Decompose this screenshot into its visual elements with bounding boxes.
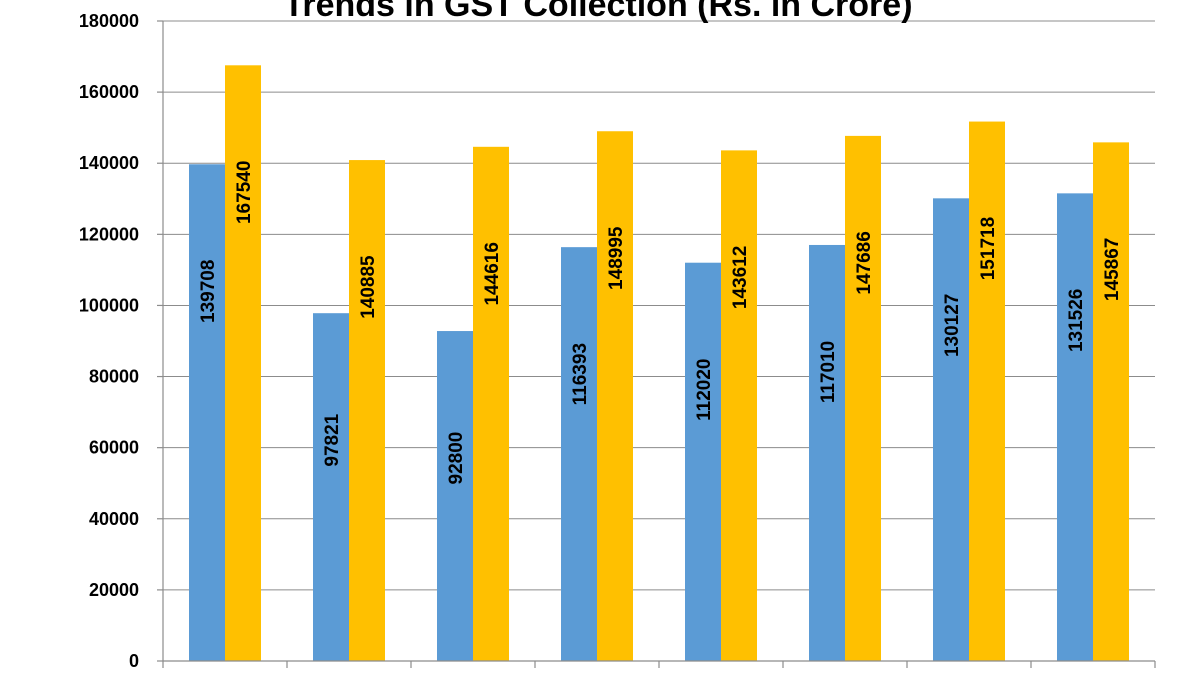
y-tick-label: 80000 — [89, 367, 139, 387]
data-label: 144616 — [482, 242, 503, 305]
bar-series-2 — [969, 121, 1005, 661]
data-label: 117010 — [818, 341, 839, 403]
y-tick-label: 40000 — [89, 509, 139, 529]
bar-series-2 — [597, 131, 633, 662]
data-label: 140885 — [358, 255, 379, 319]
bar-series-2 — [845, 135, 881, 661]
gridlines — [163, 20, 1155, 591]
bar-series-2 — [1093, 142, 1129, 662]
y-tick-label: 100000 — [79, 295, 139, 315]
bar-series-1 — [933, 198, 969, 661]
data-label: 148995 — [606, 226, 627, 290]
bar-series-1 — [809, 244, 845, 661]
bar-series-2 — [721, 150, 757, 661]
bar-series-1 — [561, 247, 597, 662]
bar-series-1 — [189, 164, 225, 661]
data-label: 97821 — [322, 413, 343, 466]
data-label: 116393 — [570, 343, 591, 405]
y-tick-label: 60000 — [89, 438, 139, 458]
y-tick-label: 160000 — [79, 82, 139, 102]
bars — [189, 65, 1129, 662]
y-tick-label: 140000 — [79, 153, 139, 173]
y-tick-label: 20000 — [89, 580, 139, 600]
data-labels: 139708 167540 97821 140885 92800 144616 116393… — [198, 161, 1123, 485]
bar-series-1 — [1057, 193, 1093, 662]
y-tick-label: 180000 — [79, 11, 139, 31]
bar-series-2 — [349, 160, 385, 661]
y-tick-label: 0 — [129, 651, 139, 671]
data-label: 131526 — [1066, 289, 1087, 352]
bar-series-1 — [313, 313, 349, 661]
data-label: 151718 — [978, 217, 999, 280]
data-label: 167540 — [234, 161, 255, 224]
data-label: 92800 — [446, 432, 467, 485]
data-label: 143612 — [730, 246, 751, 309]
data-label: 130127 — [942, 294, 963, 357]
bar-series-1 — [437, 331, 473, 661]
axes: 0 20000 40000 60000 80000 100000 120000 140000 1… — [79, 11, 1156, 671]
chart-title: Trends in GST Collection (Rs. in Crore) — [283, 0, 912, 24]
y-tick-label: 120000 — [79, 224, 139, 244]
bar-series-2 — [225, 65, 261, 661]
data-label: 145867 — [1102, 238, 1123, 301]
data-label: 147686 — [854, 231, 875, 294]
bar-series-2 — [473, 146, 509, 661]
data-label: 112020 — [694, 359, 715, 421]
bar-series-1 — [685, 262, 721, 661]
data-label: 139708 — [198, 260, 219, 323]
